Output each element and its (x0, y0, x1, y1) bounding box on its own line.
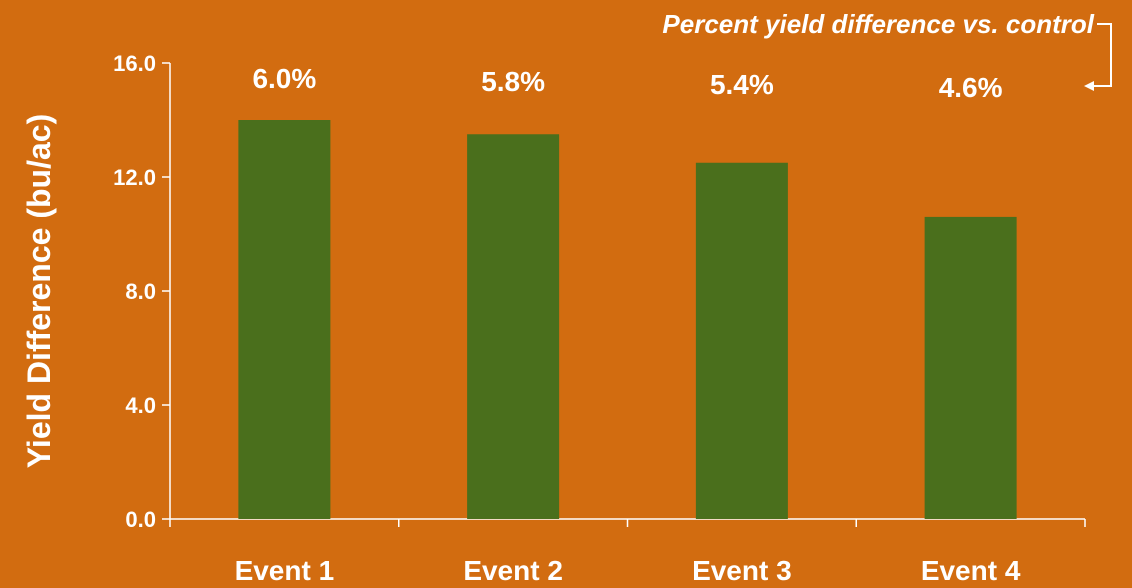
y-tick-label: 12.0 (113, 165, 156, 190)
x-tick-label: Event 3 (692, 555, 792, 586)
y-tick-label: 0.0 (125, 507, 156, 532)
bar (467, 134, 560, 519)
y-tick-label: 4.0 (125, 393, 156, 418)
y-axis-title: Yield Difference (bu/ac) (21, 114, 57, 468)
percent-data-label: 5.4% (710, 69, 774, 100)
y-tick-label: 16.0 (113, 51, 156, 76)
percent-annotation-label: Percent yield difference vs. control (662, 9, 1094, 39)
percent-data-label: 5.8% (481, 66, 545, 97)
percent-data-label: 6.0% (252, 63, 316, 94)
bar (695, 162, 788, 519)
percent-data-label: 4.6% (939, 72, 1003, 103)
bar (238, 120, 331, 519)
x-tick-label: Event 2 (463, 555, 563, 586)
annotation-arrow (1088, 23, 1112, 87)
x-tick-label: Event 4 (921, 555, 1021, 586)
y-tick-label: 8.0 (125, 279, 156, 304)
x-tick-label: Event 1 (235, 555, 335, 586)
bar (924, 216, 1017, 519)
annotation-arrowhead (1084, 81, 1094, 91)
